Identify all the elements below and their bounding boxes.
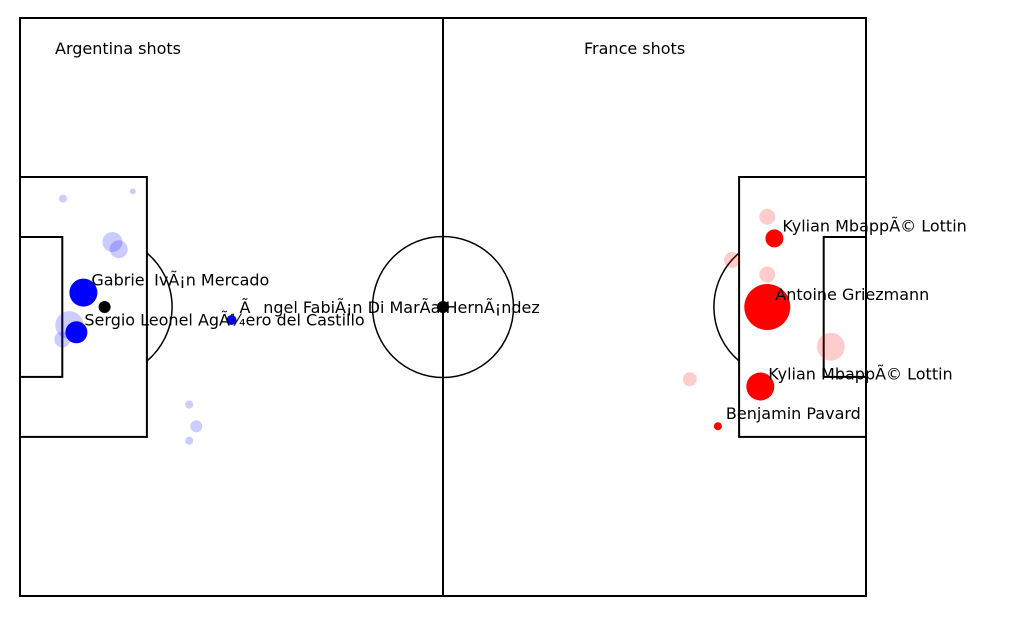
france-shot-0	[759, 209, 775, 225]
argentina-shot-13	[185, 437, 193, 445]
argentina-shot-label-4: Gabriel IvÃ¡n Mercado	[91, 271, 269, 290]
france-shot-2	[724, 252, 740, 268]
france-shot-5	[817, 333, 845, 361]
left-penalty-area	[20, 177, 147, 437]
france-shot-6	[683, 372, 697, 386]
france-shot-label-8: Benjamin Pavard	[726, 404, 861, 423]
argentina-shot-1	[130, 188, 136, 194]
france-title: France shots	[584, 39, 685, 58]
right-penalty-arc	[714, 253, 739, 361]
argentina-shot-3	[110, 240, 128, 258]
argentina-shot-11	[185, 401, 193, 409]
france-shot-label-1: Kylian MbappÃ© Lottin	[782, 216, 966, 235]
argentina-shot-12	[190, 420, 202, 432]
left-penalty-arc	[147, 253, 172, 361]
france-shot-label-7: Kylian MbappÃ© Lottin	[768, 365, 952, 384]
france-shot-8	[714, 422, 722, 430]
left-six-yard-box	[20, 237, 62, 377]
argentina-shot-0	[59, 195, 67, 203]
argentina-title: Argentina shots	[55, 39, 181, 58]
argentina-shot-label-9: Ãngel FabiÃ¡n Di MarÃ­a HernÃ¡ndez	[240, 298, 540, 317]
france-shot-label-4: Antoine Griezmann	[775, 285, 929, 304]
france-shot-1	[765, 229, 783, 247]
france-shot-3	[759, 267, 775, 283]
